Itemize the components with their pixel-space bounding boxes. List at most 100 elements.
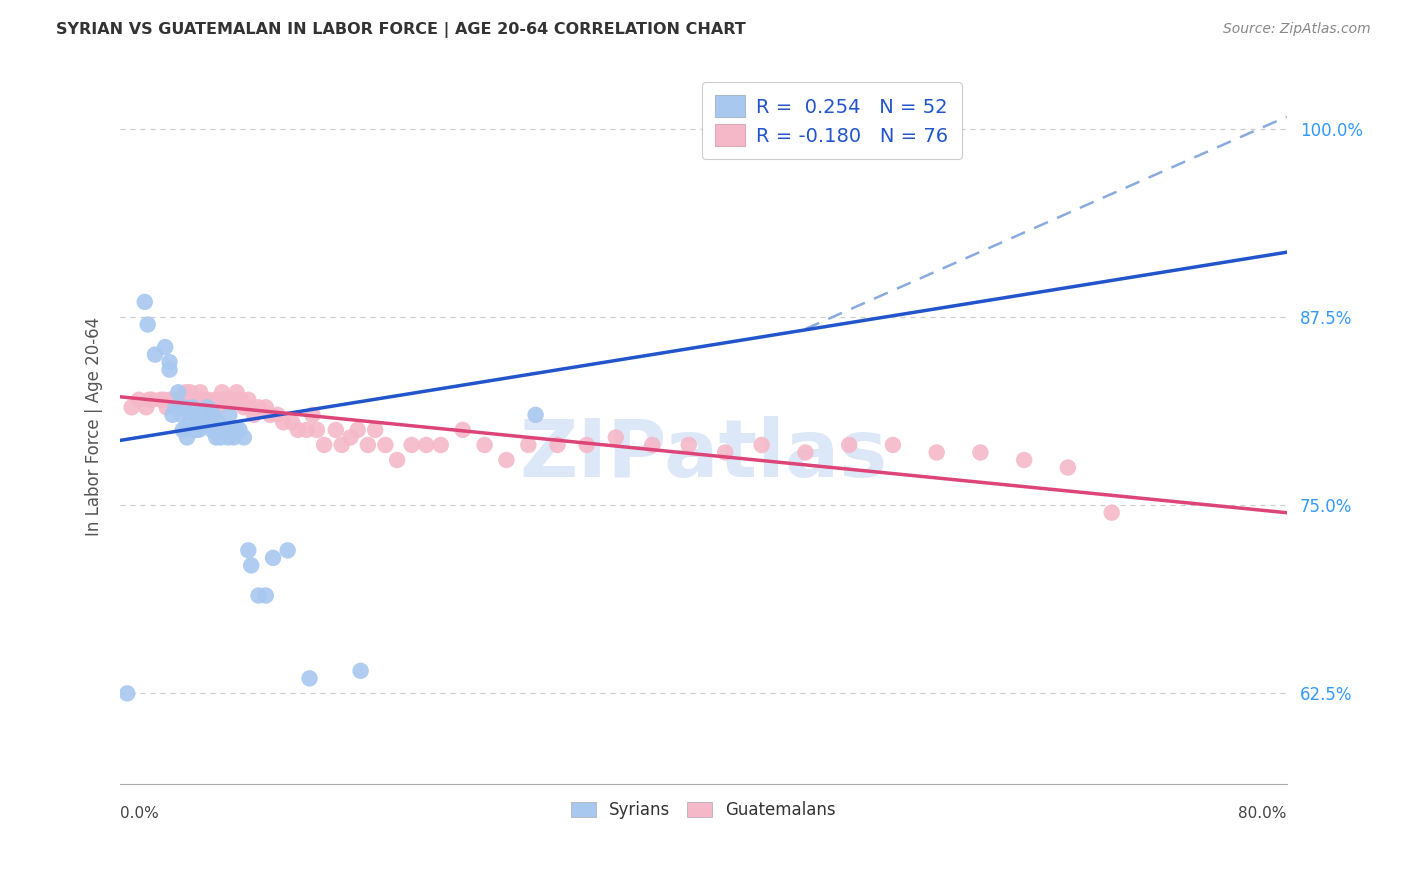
Text: SYRIAN VS GUATEMALAN IN LABOR FORCE | AGE 20-64 CORRELATION CHART: SYRIAN VS GUATEMALAN IN LABOR FORCE | AG… xyxy=(56,22,747,38)
Point xyxy=(225,423,247,437)
Point xyxy=(969,445,991,459)
Point xyxy=(191,392,214,407)
Point xyxy=(266,408,288,422)
Point xyxy=(197,401,219,415)
Point xyxy=(153,340,176,354)
Point xyxy=(167,392,190,407)
Point xyxy=(174,423,197,437)
Point xyxy=(430,438,453,452)
Point xyxy=(277,543,299,558)
Point xyxy=(1012,453,1035,467)
Point xyxy=(159,362,181,376)
Point xyxy=(149,392,172,407)
Point xyxy=(152,392,174,407)
Point xyxy=(179,416,201,430)
Point xyxy=(174,385,197,400)
Point xyxy=(181,392,204,407)
Point xyxy=(200,401,222,415)
Point xyxy=(678,438,700,452)
Point xyxy=(136,318,159,332)
Point xyxy=(143,348,166,362)
Point xyxy=(141,392,163,407)
Point xyxy=(135,401,157,415)
Text: 80.0%: 80.0% xyxy=(1239,806,1286,822)
Point xyxy=(209,430,232,444)
Point xyxy=(281,416,304,430)
Text: ZIPatlas: ZIPatlas xyxy=(519,416,887,494)
Point xyxy=(751,438,773,452)
Point xyxy=(238,543,260,558)
Point xyxy=(211,423,233,437)
Point xyxy=(229,392,252,407)
Point xyxy=(364,423,387,437)
Point xyxy=(218,408,240,422)
Point xyxy=(925,445,948,459)
Point xyxy=(240,558,263,573)
Point xyxy=(187,423,209,437)
Point xyxy=(165,401,187,415)
Point xyxy=(298,671,321,685)
Point xyxy=(193,392,215,407)
Point xyxy=(357,438,380,452)
Point xyxy=(254,589,277,603)
Point xyxy=(228,423,250,437)
Point xyxy=(138,392,160,407)
Point xyxy=(259,408,281,422)
Point xyxy=(184,392,207,407)
Y-axis label: In Labor Force | Age 20-64: In Labor Force | Age 20-64 xyxy=(86,317,103,536)
Point xyxy=(172,423,194,437)
Point xyxy=(524,408,547,422)
Point xyxy=(374,438,396,452)
Text: 0.0%: 0.0% xyxy=(120,806,159,822)
Point xyxy=(204,392,226,407)
Point xyxy=(247,589,270,603)
Point xyxy=(451,423,474,437)
Point xyxy=(159,355,181,369)
Point xyxy=(176,392,198,407)
Point xyxy=(134,294,156,309)
Point xyxy=(117,686,139,700)
Point xyxy=(211,385,233,400)
Point xyxy=(184,423,207,437)
Point xyxy=(295,423,318,437)
Point xyxy=(170,392,193,407)
Point xyxy=(162,392,184,407)
Point xyxy=(314,438,336,452)
Point xyxy=(208,423,231,437)
Point xyxy=(215,392,238,407)
Point xyxy=(287,423,309,437)
Point xyxy=(325,423,347,437)
Point xyxy=(547,438,569,452)
Point xyxy=(349,664,371,678)
Point xyxy=(201,423,224,437)
Point xyxy=(605,430,627,444)
Point xyxy=(495,453,517,467)
Point xyxy=(1101,506,1123,520)
Point xyxy=(121,401,143,415)
Point xyxy=(188,385,211,400)
Point xyxy=(183,408,205,422)
Point xyxy=(197,392,219,407)
Point xyxy=(217,430,239,444)
Point xyxy=(159,392,181,407)
Point xyxy=(232,401,254,415)
Point xyxy=(232,430,254,444)
Point xyxy=(575,438,598,452)
Point xyxy=(212,423,235,437)
Point xyxy=(208,392,231,407)
Point xyxy=(385,453,408,467)
Point xyxy=(218,392,240,407)
Point xyxy=(714,445,737,459)
Point xyxy=(517,438,540,452)
Point xyxy=(167,385,190,400)
Point xyxy=(794,445,817,459)
Point xyxy=(198,408,221,422)
Point xyxy=(207,401,229,415)
Point xyxy=(474,438,496,452)
Point xyxy=(238,392,260,407)
Point xyxy=(271,416,294,430)
Legend: Syrians, Guatemalans: Syrians, Guatemalans xyxy=(564,794,842,825)
Point xyxy=(214,423,236,437)
Point xyxy=(415,438,437,452)
Point xyxy=(301,408,323,422)
